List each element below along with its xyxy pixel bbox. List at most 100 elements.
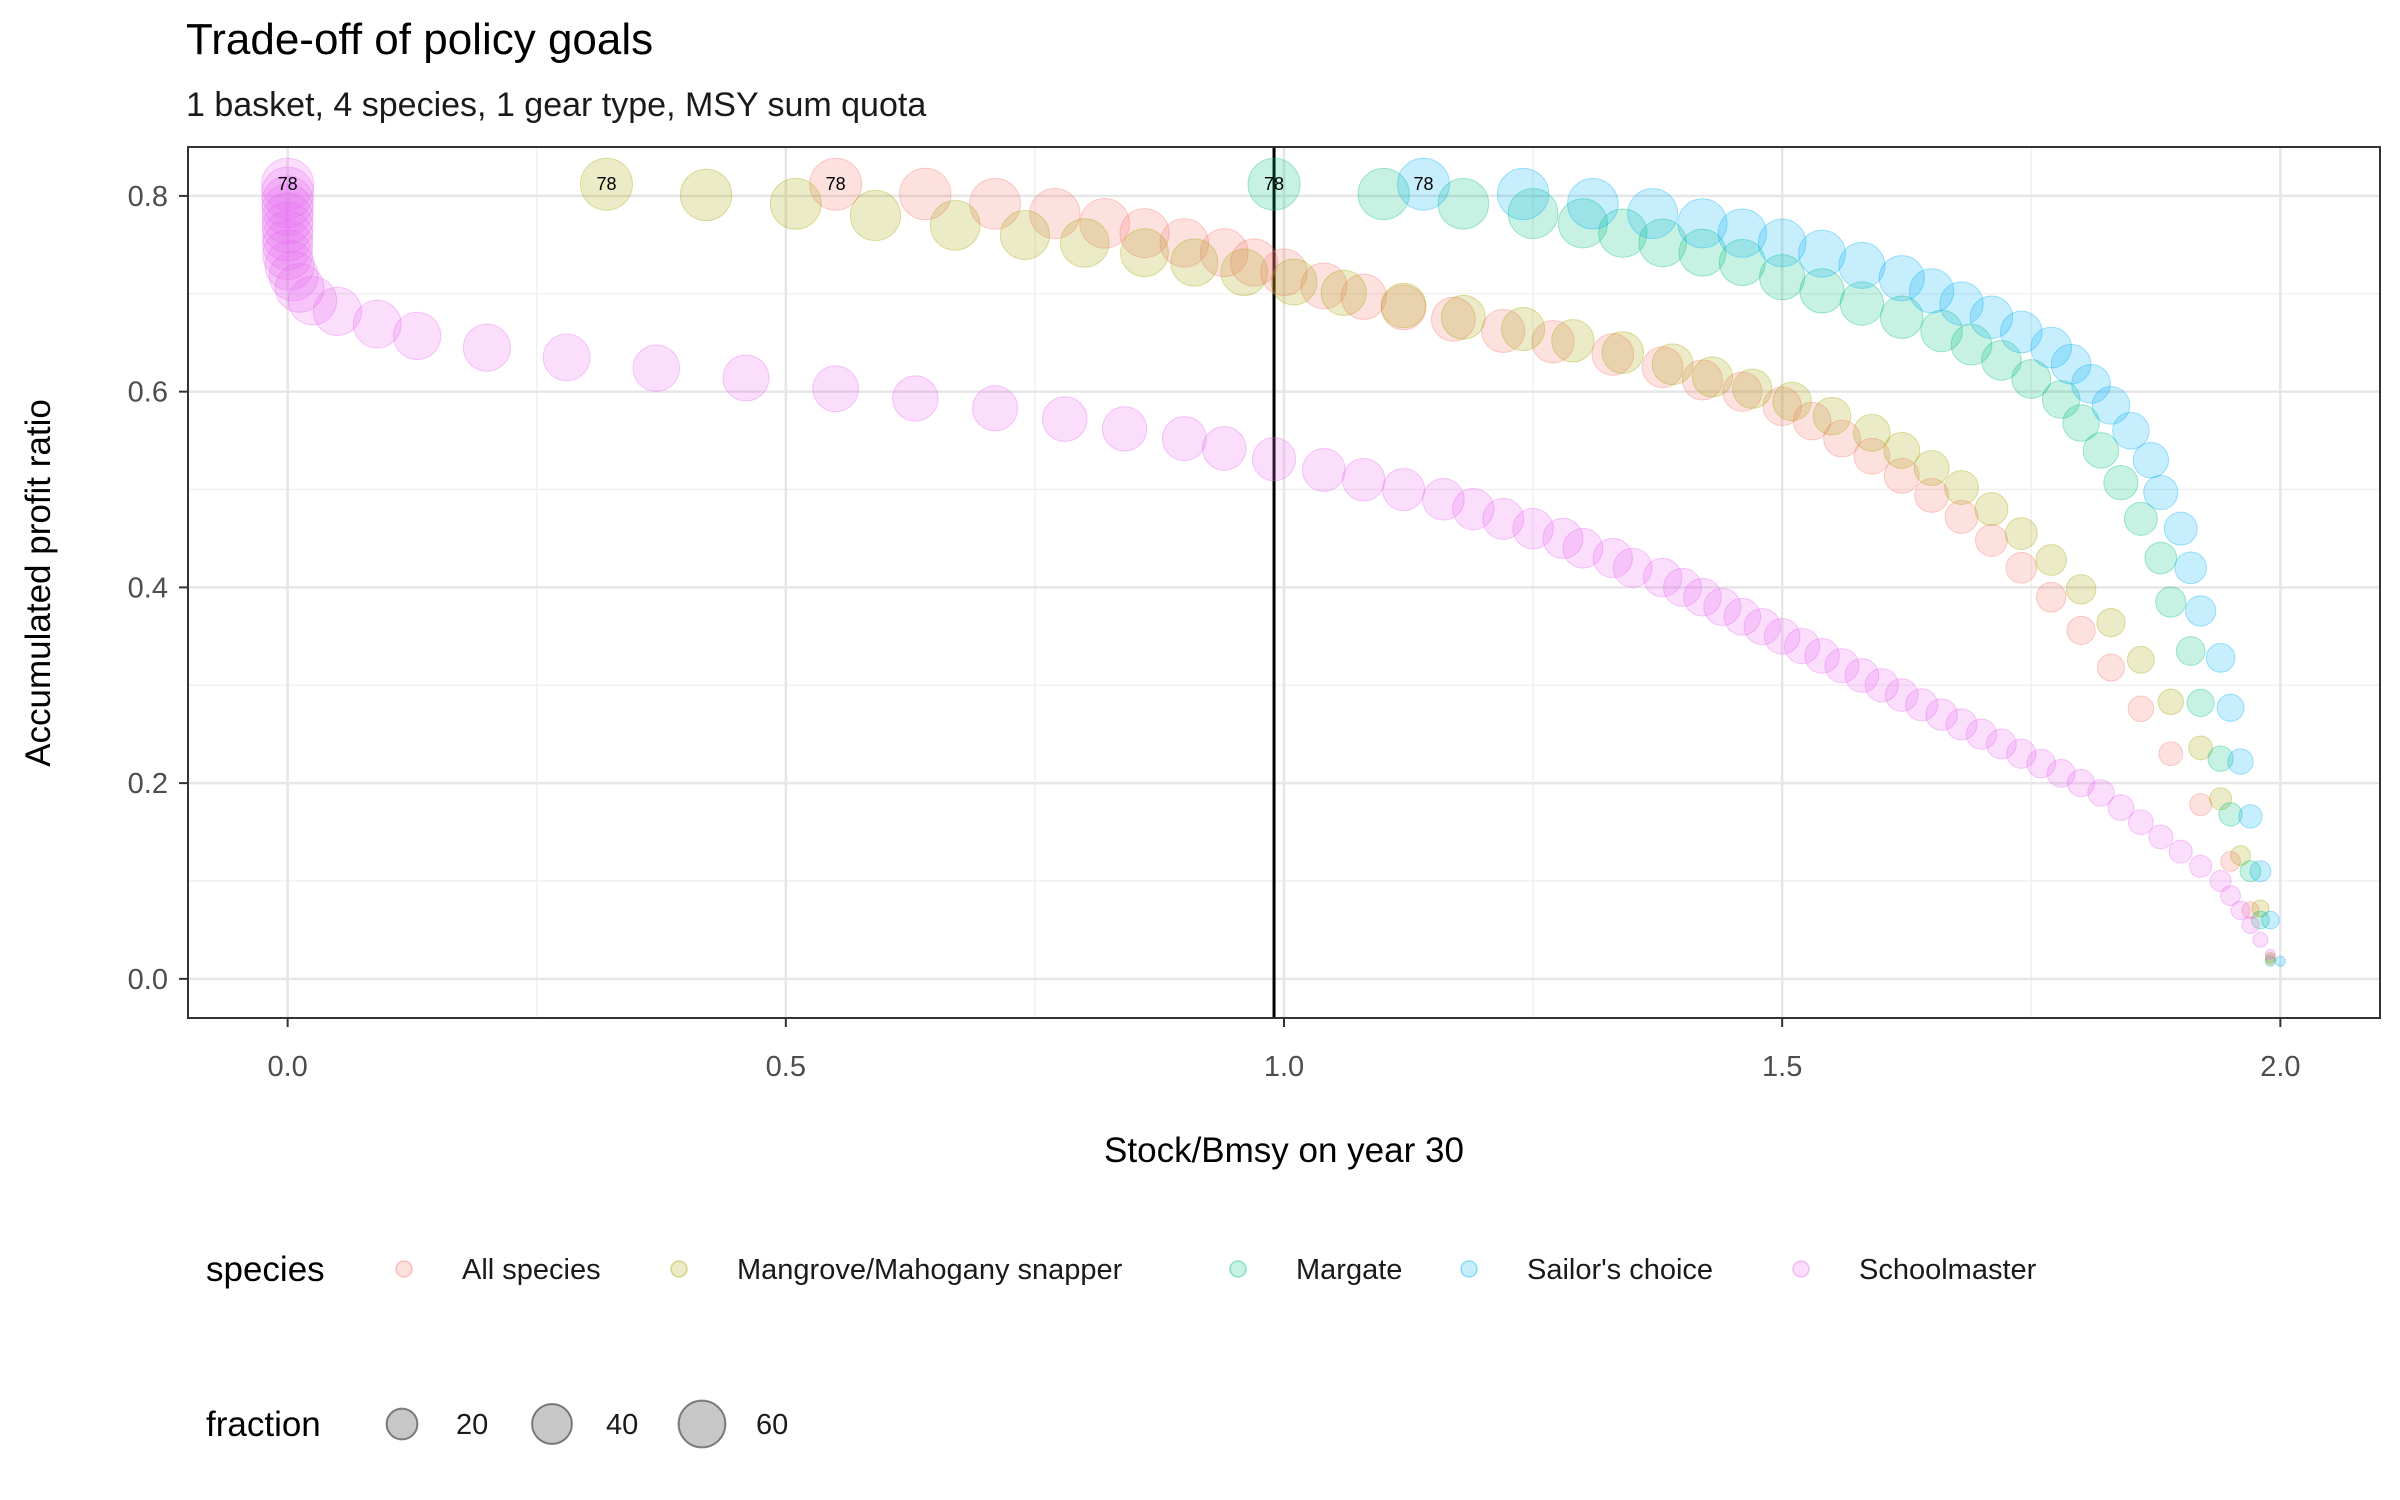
data-point <box>1612 547 1653 588</box>
species-legend-key <box>1229 1260 1247 1278</box>
data-point <box>312 286 362 336</box>
data-point <box>2006 738 2037 769</box>
data-point <box>969 177 1021 230</box>
data-point <box>1161 416 1207 462</box>
data-point <box>1944 499 1979 534</box>
data-point <box>2249 860 2272 883</box>
data-point <box>1732 368 1773 409</box>
data-point <box>2127 695 2155 722</box>
data-point <box>2261 910 2280 930</box>
data-point <box>1677 198 1728 249</box>
data-point <box>2185 595 2217 627</box>
data-point <box>2264 955 2276 967</box>
grid <box>188 147 2380 1018</box>
data-point <box>1717 208 1767 258</box>
data-point <box>2241 901 2260 920</box>
data-point <box>999 210 1050 261</box>
species-legend-title: species <box>206 1250 325 1289</box>
data-point <box>1908 268 1955 314</box>
data-point <box>2207 745 2234 772</box>
data-point <box>2026 748 2056 779</box>
data-point <box>2209 787 2233 811</box>
data-point <box>2168 839 2193 864</box>
data-point <box>892 375 939 422</box>
data-point <box>632 344 680 392</box>
data-point <box>2227 748 2254 775</box>
data-point <box>392 311 442 361</box>
data-point <box>261 157 315 211</box>
data-point <box>1823 419 1861 458</box>
point-label: 78 <box>596 174 616 194</box>
data-point <box>1914 477 1950 513</box>
data-point <box>1663 567 1703 607</box>
data-point <box>899 167 952 221</box>
data-point <box>1683 577 1722 617</box>
data-point <box>679 168 733 222</box>
data-point <box>1301 448 1346 492</box>
data-point <box>2065 574 2097 605</box>
chart-title: Trade-off of policy goals <box>186 15 653 64</box>
data-point <box>1170 238 1219 287</box>
fraction-legend-key <box>385 1407 419 1441</box>
data-point <box>1974 492 2009 527</box>
data-point <box>2096 607 2126 638</box>
point-label: 78 <box>826 174 846 194</box>
data-point <box>1557 198 1608 249</box>
data-point <box>809 157 863 211</box>
data-point <box>268 251 319 302</box>
data-point <box>1939 281 1984 326</box>
data-point <box>1382 467 1426 512</box>
x-tick-label: 0.0 <box>267 1051 307 1083</box>
series-2 <box>1247 157 2276 967</box>
data-point <box>2209 869 2232 893</box>
fraction-legend-label: 40 <box>606 1409 638 1441</box>
data-point <box>1762 386 1802 427</box>
data-point <box>1542 517 1584 560</box>
data-point <box>1792 401 1832 441</box>
data-point <box>1507 188 1559 239</box>
data-point <box>2216 693 2245 722</box>
data-point <box>1763 617 1801 655</box>
series-1 <box>579 157 2276 963</box>
point-label: 78 <box>278 174 298 194</box>
y-axis-title: Accumulated profit ratio <box>19 399 58 767</box>
fraction-legend-key <box>677 1399 727 1449</box>
data-point <box>2148 824 2174 850</box>
data-point <box>542 333 591 382</box>
data-point <box>1999 310 2043 354</box>
x-axis-title: Stock/Bmsy on year 30 <box>1104 1131 1464 1170</box>
data-point <box>261 192 314 245</box>
data-point <box>1757 218 1807 268</box>
point-label: 78 <box>1413 174 1433 194</box>
x-axis: 0.0 0.5 1.0 1.5 2.0 <box>267 1018 2301 1083</box>
data-point <box>2220 851 2241 872</box>
data-point <box>2062 404 2100 442</box>
data-point <box>2046 758 2076 788</box>
data-point <box>1437 177 1490 230</box>
data-point <box>2004 517 2038 550</box>
data-point <box>2241 916 2260 935</box>
data-point <box>2107 794 2135 821</box>
data-point <box>1591 333 1635 376</box>
data-point <box>2274 955 2286 967</box>
data-point <box>1357 167 1410 221</box>
data-point <box>261 166 314 220</box>
data-point <box>2091 386 2131 425</box>
data-point <box>1029 187 1081 240</box>
data-point <box>2230 900 2251 921</box>
data-point <box>262 210 314 262</box>
data-point <box>2097 653 2125 682</box>
x-tick-label: 1.5 <box>1762 1051 1802 1083</box>
data-point <box>2011 359 2052 399</box>
species-legend-key <box>395 1260 413 1278</box>
data-point <box>722 354 770 402</box>
data-point <box>2157 688 2184 716</box>
data-point <box>1884 678 1919 712</box>
data-point <box>1879 295 1924 340</box>
data-point <box>1101 406 1148 452</box>
data-point <box>2230 845 2251 866</box>
data-point <box>1627 188 1679 239</box>
data-point <box>2264 948 2276 960</box>
data-point <box>264 240 315 291</box>
data-point <box>1920 309 1963 353</box>
